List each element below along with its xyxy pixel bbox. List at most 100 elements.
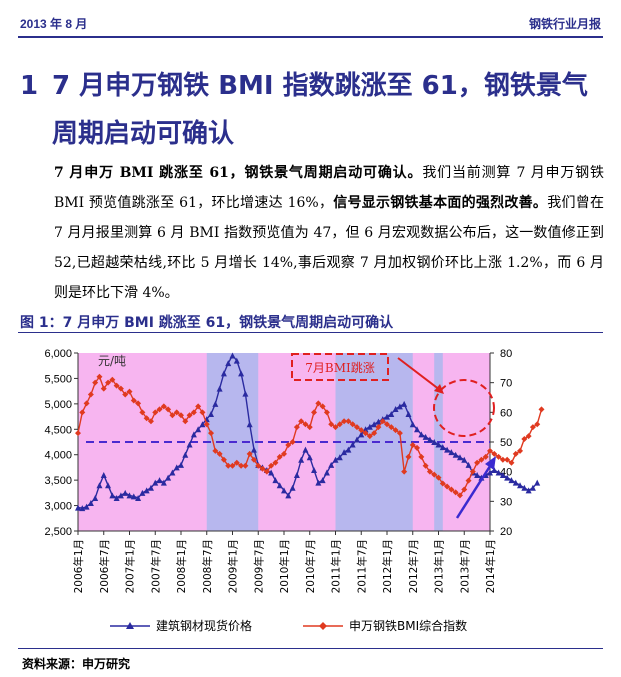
bmi-data-point bbox=[122, 391, 129, 398]
bmi-data-point bbox=[208, 430, 215, 437]
bmi-data-point bbox=[259, 465, 266, 472]
bmi-data-point bbox=[469, 468, 476, 475]
bmi-data-point bbox=[225, 462, 232, 469]
bmi-data-point bbox=[521, 436, 528, 443]
bmi-data-point bbox=[302, 421, 309, 428]
price-data-point bbox=[302, 446, 309, 453]
bmi-data-point bbox=[147, 418, 154, 425]
price-data-point bbox=[328, 461, 335, 468]
price-data-point bbox=[452, 451, 459, 458]
bmi-data-point bbox=[508, 459, 515, 466]
bmi-data-point bbox=[117, 385, 124, 392]
bmi-data-point bbox=[474, 459, 481, 466]
price-data-point bbox=[276, 482, 283, 489]
bmi-data-point bbox=[345, 418, 352, 425]
price-data-point bbox=[521, 484, 528, 491]
bmi-data-point bbox=[362, 430, 369, 437]
price-data-point bbox=[96, 482, 103, 489]
bmi-data-point bbox=[418, 453, 425, 460]
price-data-point bbox=[87, 500, 94, 507]
section-title: 1 7 月申万钢铁 BMI 指数跳涨至 61，钢铁景气 周期启动可确认 bbox=[20, 62, 610, 158]
bmi-data-point bbox=[448, 486, 455, 493]
price-data-point bbox=[285, 492, 292, 499]
bmi-data-point bbox=[328, 421, 335, 428]
bmi-data-point bbox=[353, 424, 360, 431]
bmi-data-point bbox=[182, 418, 189, 425]
x-tick-label: 2007年7月 bbox=[149, 539, 162, 593]
price-data-point bbox=[169, 469, 176, 476]
price-data-point bbox=[456, 454, 463, 461]
price-data-point bbox=[100, 472, 107, 479]
price-data-point bbox=[495, 469, 502, 476]
price-data-point bbox=[173, 464, 180, 471]
price-data-point bbox=[401, 400, 408, 407]
left-tick-label: 3,000 bbox=[44, 501, 72, 513]
bmi-data-point bbox=[315, 400, 322, 407]
bmi-data-point bbox=[216, 450, 223, 457]
bmi-data-point bbox=[199, 409, 206, 416]
price-data-point bbox=[388, 411, 395, 418]
bmi-data-point bbox=[384, 421, 390, 428]
price-data-point bbox=[186, 441, 193, 448]
annotation-arrowhead bbox=[434, 384, 444, 394]
bmi-data-point bbox=[298, 418, 305, 425]
bmi-data-point bbox=[229, 462, 236, 469]
bmi-data-point bbox=[276, 453, 283, 460]
bmi-data-point bbox=[178, 412, 184, 419]
section-title-line2: 周期启动可确认 bbox=[52, 119, 235, 149]
bmi-data-point bbox=[255, 462, 262, 469]
price-data-point bbox=[79, 505, 86, 512]
bmi-data-point bbox=[109, 376, 116, 383]
bmi-data-point bbox=[341, 418, 348, 425]
price-data-point bbox=[414, 426, 421, 433]
price-data-point bbox=[439, 444, 446, 451]
price-data-point bbox=[362, 426, 369, 433]
price-data-point bbox=[396, 403, 403, 410]
price-data-point bbox=[139, 489, 146, 496]
price-data-point bbox=[465, 461, 472, 468]
bmi-data-point bbox=[422, 462, 429, 469]
price-data-point bbox=[311, 466, 318, 473]
bmi-data-point bbox=[366, 433, 373, 440]
left-tick-label: 3,500 bbox=[44, 475, 72, 487]
bmi-data-point bbox=[392, 427, 399, 434]
price-data-point bbox=[418, 431, 425, 438]
bmi-data-point bbox=[190, 409, 197, 416]
bmi-data-point bbox=[105, 379, 112, 386]
bmi-data-point bbox=[431, 471, 438, 478]
bmi-data-point bbox=[495, 453, 502, 460]
x-tick-label: 2008年1月 bbox=[175, 539, 188, 593]
bmi-data-point bbox=[452, 489, 459, 496]
report-name: 钢铁行业月报 bbox=[528, 17, 601, 31]
bmi-data-point bbox=[409, 441, 416, 448]
price-data-point bbox=[474, 472, 481, 479]
bmi-data-point bbox=[169, 412, 176, 419]
bmi-data-point bbox=[220, 456, 227, 463]
price-data-point bbox=[122, 489, 129, 496]
x-tick-label: 2012年7月 bbox=[407, 539, 420, 593]
price-data-point bbox=[461, 456, 468, 463]
bmi-data-point bbox=[534, 421, 541, 428]
price-data-point bbox=[358, 431, 365, 438]
legend-price-label: 建筑钢材现货价格 bbox=[156, 618, 252, 633]
price-data-point bbox=[143, 487, 150, 494]
price-data-point bbox=[409, 421, 416, 428]
legend-bmi-label: 申万钢铁BMI综合指数 bbox=[349, 618, 467, 633]
price-data-point bbox=[216, 385, 223, 392]
x-tick-label: 2011年7月 bbox=[355, 539, 368, 593]
price-data-point bbox=[504, 474, 511, 481]
price-data-point bbox=[375, 418, 382, 425]
bmi-data-point bbox=[139, 409, 146, 416]
price-data-point bbox=[238, 370, 245, 377]
price-data-point bbox=[293, 472, 300, 479]
price-data-point bbox=[298, 456, 305, 463]
price-data-point bbox=[499, 472, 506, 479]
price-data-point bbox=[353, 436, 360, 443]
price-data-point bbox=[422, 433, 429, 440]
price-data-point bbox=[487, 469, 493, 476]
price-data-point bbox=[349, 441, 356, 448]
left-tick-label: 6,000 bbox=[44, 348, 72, 360]
left-tick-label: 5,000 bbox=[44, 399, 72, 411]
bmi-data-point bbox=[281, 450, 287, 457]
bmi-data-point bbox=[405, 453, 412, 460]
